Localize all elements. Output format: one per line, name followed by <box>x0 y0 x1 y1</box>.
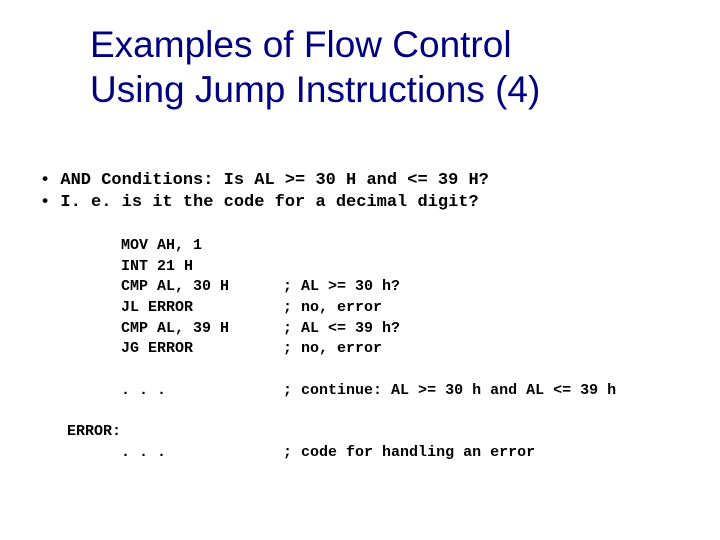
bullet-list: AND Conditions: Is AL >= 30 H and <= 39 … <box>40 170 690 214</box>
slide: Examples of Flow Control Using Jump Inst… <box>0 0 720 540</box>
code-block: MOV AH, 1 INT 21 H CMP AL, 30 H ; AL >= … <box>40 236 700 464</box>
slide-title: Examples of Flow Control Using Jump Inst… <box>90 22 680 112</box>
title-line-2: Using Jump Instructions (4) <box>90 67 680 112</box>
bullet-item: I. e. is it the code for a decimal digit… <box>40 192 690 214</box>
bullet-item: AND Conditions: Is AL >= 30 H and <= 39 … <box>40 170 690 192</box>
title-line-1: Examples of Flow Control <box>90 22 680 67</box>
